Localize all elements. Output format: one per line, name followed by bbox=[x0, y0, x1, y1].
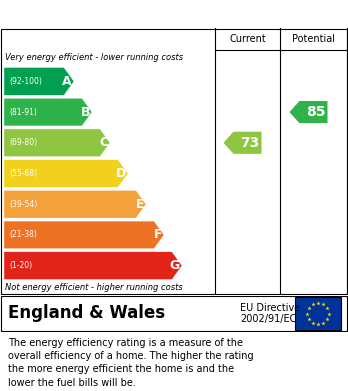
Text: (55-68): (55-68) bbox=[9, 169, 37, 178]
Text: (1-20): (1-20) bbox=[9, 261, 32, 270]
Text: C: C bbox=[99, 136, 108, 149]
Text: (69-80): (69-80) bbox=[9, 138, 37, 147]
Text: Current: Current bbox=[229, 34, 266, 44]
Text: The energy efficiency rating is a measure of the
overall efficiency of a home. T: The energy efficiency rating is a measur… bbox=[8, 338, 254, 387]
Text: Energy Efficiency Rating: Energy Efficiency Rating bbox=[10, 7, 220, 22]
Text: 85: 85 bbox=[306, 105, 325, 119]
Text: A: A bbox=[62, 75, 72, 88]
Text: F: F bbox=[153, 228, 162, 241]
Text: (21-38): (21-38) bbox=[9, 230, 37, 239]
Text: D: D bbox=[116, 167, 126, 180]
Polygon shape bbox=[4, 98, 92, 126]
Polygon shape bbox=[223, 132, 261, 154]
Text: (39-54): (39-54) bbox=[9, 200, 37, 209]
Text: (92-100): (92-100) bbox=[9, 77, 42, 86]
Polygon shape bbox=[4, 129, 110, 157]
Polygon shape bbox=[4, 221, 164, 249]
Text: 73: 73 bbox=[240, 136, 259, 150]
Polygon shape bbox=[4, 160, 128, 187]
Text: (81-91): (81-91) bbox=[9, 108, 37, 117]
Text: Not energy efficient - higher running costs: Not energy efficient - higher running co… bbox=[5, 283, 183, 292]
Text: EU Directive
2002/91/EC: EU Directive 2002/91/EC bbox=[240, 303, 300, 324]
Bar bbox=[295, 297, 341, 330]
Text: G: G bbox=[170, 259, 180, 272]
Polygon shape bbox=[4, 190, 146, 218]
Text: England & Wales: England & Wales bbox=[8, 305, 165, 323]
Text: Very energy efficient - lower running costs: Very energy efficient - lower running co… bbox=[5, 54, 183, 63]
Text: E: E bbox=[135, 198, 144, 211]
Text: Potential: Potential bbox=[292, 34, 335, 44]
Polygon shape bbox=[4, 252, 182, 280]
Polygon shape bbox=[4, 68, 74, 95]
Text: B: B bbox=[80, 106, 90, 118]
Polygon shape bbox=[290, 101, 327, 123]
